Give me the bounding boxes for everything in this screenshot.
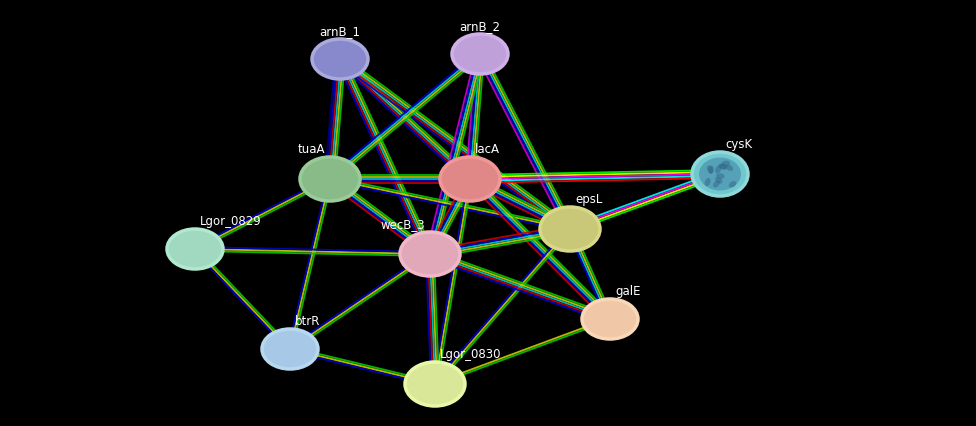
Ellipse shape bbox=[540, 207, 600, 251]
Ellipse shape bbox=[262, 329, 318, 369]
Ellipse shape bbox=[400, 233, 460, 276]
Ellipse shape bbox=[699, 158, 741, 191]
Ellipse shape bbox=[713, 181, 720, 188]
Text: lacA: lacA bbox=[475, 143, 500, 155]
Text: wecB_3: wecB_3 bbox=[381, 218, 425, 230]
Text: epsL: epsL bbox=[575, 193, 602, 205]
Text: arnB_2: arnB_2 bbox=[460, 20, 501, 33]
Text: btrR: btrR bbox=[295, 314, 320, 327]
Ellipse shape bbox=[405, 362, 465, 406]
Ellipse shape bbox=[167, 230, 223, 269]
Ellipse shape bbox=[300, 158, 360, 201]
Ellipse shape bbox=[725, 165, 733, 172]
Ellipse shape bbox=[452, 35, 508, 75]
Ellipse shape bbox=[715, 166, 721, 174]
Text: Lgor_0829: Lgor_0829 bbox=[200, 215, 262, 227]
Text: arnB_1: arnB_1 bbox=[319, 25, 360, 38]
Ellipse shape bbox=[440, 158, 500, 201]
Ellipse shape bbox=[582, 299, 638, 339]
Text: Lgor_0830: Lgor_0830 bbox=[440, 347, 502, 360]
Ellipse shape bbox=[715, 178, 722, 184]
Ellipse shape bbox=[692, 153, 748, 196]
Ellipse shape bbox=[716, 174, 724, 179]
Text: tuaA: tuaA bbox=[298, 143, 325, 155]
Ellipse shape bbox=[729, 181, 736, 188]
Ellipse shape bbox=[707, 166, 712, 174]
Ellipse shape bbox=[312, 40, 368, 80]
Ellipse shape bbox=[719, 164, 727, 170]
Ellipse shape bbox=[719, 164, 727, 170]
Ellipse shape bbox=[721, 161, 730, 167]
Ellipse shape bbox=[705, 178, 711, 187]
Ellipse shape bbox=[709, 166, 713, 175]
Text: galE: galE bbox=[615, 284, 640, 297]
Text: cysK: cysK bbox=[725, 138, 752, 151]
